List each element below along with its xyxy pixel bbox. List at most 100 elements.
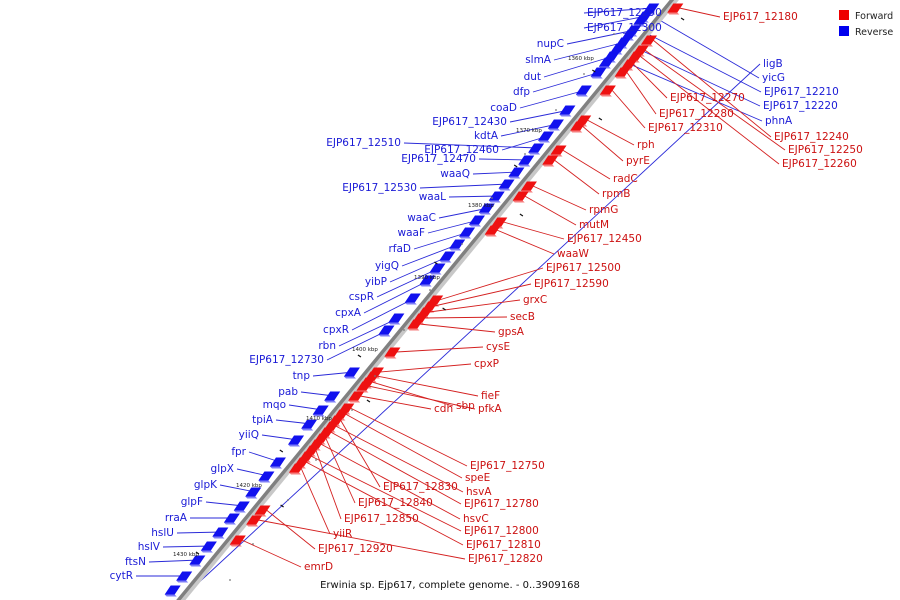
forward-gene-hsva-label: hsvA xyxy=(466,486,492,498)
forward-gene-ejp617-12270-connector xyxy=(632,63,668,99)
reverse-gene-ejp617-12730-label: EJP617_12730 xyxy=(249,354,324,366)
forward-gene-gpsa-connector xyxy=(419,323,496,333)
forward-gene-ejp617-12590-label: EJP617_12590 xyxy=(534,278,609,290)
reverse-gene-cspr-label: cspR xyxy=(349,291,374,303)
reverse-gene-waac-label: waaC xyxy=(407,212,436,224)
forward-gene-spee-connector xyxy=(345,413,463,479)
reverse-gene-waaf-label: waaF xyxy=(398,227,426,239)
reverse-gene-ejp617-12430-label: EJP617_12430 xyxy=(432,116,507,128)
forward-gene-ejp617-12780-label: EJP617_12780 xyxy=(464,498,539,510)
forward-gene-sbp-connector xyxy=(371,381,454,407)
reverse-gene-dfp-label: dfp xyxy=(513,86,530,98)
forward-gene-mutm-connector xyxy=(524,195,577,226)
axis-tick-label: 1370 kbp xyxy=(516,128,542,134)
forward-gene-rph-connector xyxy=(586,119,635,146)
forward-gene-emrd-connector xyxy=(241,539,302,568)
reverse-gene-ftsn-label: ftsN xyxy=(125,556,146,568)
track-dot xyxy=(287,499,289,501)
reverse-gene-ejp617-12430-glyph xyxy=(559,105,576,117)
axis-tick-dash xyxy=(279,449,284,453)
reverse-gene-ejp617-12290-connector xyxy=(583,7,654,14)
forward-gene-cyse-label: cysE xyxy=(486,341,510,353)
reverse-gene-cpxa-label: cpxA xyxy=(335,307,362,319)
reverse-gene-pab-glyph xyxy=(324,391,341,403)
forward-gene-fief-connector xyxy=(376,375,479,397)
forward-gene-rpmb-label: rpmB xyxy=(602,188,630,200)
reverse-connector-lines xyxy=(136,7,763,591)
reverse-gene-kdta-label: kdtA xyxy=(474,130,499,142)
forward-gene-ejp617-12800-label: EJP617_12800 xyxy=(464,525,539,537)
forward-gene-ejp617-12830-connector xyxy=(340,419,381,488)
forward-gene-secb-label: secB xyxy=(510,311,535,323)
reverse-gene-cspr-connector xyxy=(376,267,440,298)
forward-gene-ejp617-12750-connector xyxy=(350,407,468,467)
axis-shadow xyxy=(179,0,679,600)
axis-tick-dash xyxy=(195,551,200,555)
track-dot xyxy=(229,579,231,581)
reverse-gene-dfp-glyph xyxy=(590,67,607,79)
forward-gene-cyse-connector xyxy=(396,346,484,353)
reverse-gene-ejp617-12530-connector xyxy=(419,183,509,189)
forward-gene-grxc-label: grxC xyxy=(523,294,547,306)
reverse-gene-yibp-connector xyxy=(389,255,450,283)
forward-gene-pyre-glyph xyxy=(570,121,587,133)
reverse-gene-yibp-glyph xyxy=(439,251,456,263)
forward-gene-ejp617-12830-label: EJP617_12830 xyxy=(383,481,458,493)
forward-gene-yiir-glyph xyxy=(289,463,306,475)
forward-gene-ejp617-12240-connector xyxy=(652,39,772,138)
legend-label-forward: Forward xyxy=(855,11,893,22)
reverse-gene-waaq-label: waaQ xyxy=(440,168,470,180)
axis-tick-dash xyxy=(598,117,603,121)
axis-tick-dash xyxy=(519,213,524,217)
reverse-gene-ejp617-12210-connector xyxy=(647,33,762,93)
forward-gene-rpmb-glyph xyxy=(542,155,559,167)
forward-gene-ejp617-12500-label: EJP617_12500 xyxy=(546,262,621,274)
forward-gene-cpxp-connector xyxy=(379,363,472,373)
reverse-gene-coad-glyph xyxy=(575,85,592,97)
reverse-gene-ejp617-12220-glyph xyxy=(610,43,627,55)
forward-gene-mutm-label: mutM xyxy=(579,219,609,231)
reverse-gene-rraa-glyph xyxy=(223,513,240,525)
track-dot xyxy=(583,73,585,75)
forward-gene-ejp617-12920-label: EJP617_12920 xyxy=(318,543,393,555)
reverse-gene-yicg-label: yicG xyxy=(762,72,785,84)
reverse-gene-fpr-glyph xyxy=(269,457,286,469)
forward-gene-gpsa-label: gpsA xyxy=(498,326,525,338)
forward-gene-ejp617-12180-connector xyxy=(679,7,721,18)
forward-gene-ejp617-12450-label: EJP617_12450 xyxy=(567,233,642,245)
forward-gene-rpmg-label: rpmG xyxy=(589,204,618,216)
track-dot xyxy=(315,459,317,461)
axis-tick-label: 1400 kbp xyxy=(352,347,378,353)
reverse-gene-ejp617-12460-glyph xyxy=(538,131,555,143)
reverse-gene-tnp-label: tnp xyxy=(293,370,311,382)
reverse-gene-ejp617-12510-glyph xyxy=(528,143,545,155)
reverse-gene-hslu-label: hslU xyxy=(151,527,174,539)
reverse-gene-cytr-label: cytR xyxy=(110,570,133,582)
reverse-gene-dfp-connector xyxy=(532,71,601,93)
reverse-gene-waal-label: waaL xyxy=(419,191,446,203)
reverse-gene-rbn-glyph xyxy=(388,313,405,325)
forward-gene-hsva-connector xyxy=(335,425,464,493)
axis-tick-dash xyxy=(280,504,284,508)
reverse-gene-ejp617-12510-connector xyxy=(403,142,539,149)
reverse-gene-ejp617-12470-glyph xyxy=(518,155,535,167)
reverse-gene-tnp-glyph xyxy=(343,367,360,379)
reverse-gene-waaq-connector xyxy=(472,171,519,175)
reverse-gene-ligb-glyph xyxy=(164,585,181,597)
reverse-gene-yibp-label: yibP xyxy=(365,276,387,288)
track-dot xyxy=(351,409,353,411)
axis-tick-dash xyxy=(591,69,596,73)
forward-gene-ejp617-12820-label: EJP617_12820 xyxy=(468,553,543,565)
forward-gene-gpsa-glyph xyxy=(407,319,424,331)
track-dot xyxy=(555,109,557,111)
reverse-gene-rraa-label: rraA xyxy=(165,512,188,524)
reverse-gene-hslv-label: hslV xyxy=(138,541,161,553)
reverse-gene-ejp617-12300-label: EJP617_12300 xyxy=(587,22,662,34)
forward-gene-rph-label: rph xyxy=(637,139,655,151)
forward-gene-pyre-label: pyrE xyxy=(626,155,650,167)
forward-gene-secb-connector xyxy=(424,316,508,319)
genome-axis xyxy=(176,0,679,600)
forward-gene-ejp617-12180-glyph xyxy=(667,3,684,15)
